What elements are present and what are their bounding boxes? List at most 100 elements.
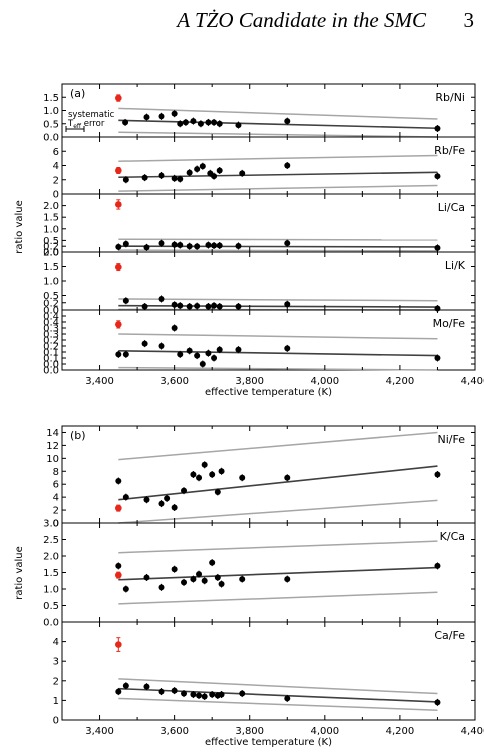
y-tick-label: 0.2: [43, 298, 59, 309]
panel-k-ca: 0.0 0.5 1.0 1.5 2.0 2.5 3.0 K/Ca: [43, 519, 476, 629]
band-upper: [118, 431, 438, 461]
highlight-point: [115, 94, 122, 102]
data-point: [177, 242, 184, 249]
band-lower: [118, 249, 438, 252]
data-point: [434, 355, 441, 361]
data-point: [205, 350, 212, 357]
data-point: [216, 120, 223, 127]
data-point: [434, 125, 441, 132]
y-tick-label: 0.0: [43, 360, 59, 371]
band-upper: [118, 333, 438, 340]
data-point: [199, 361, 206, 367]
y-tick-label: 1.5: [43, 93, 59, 104]
data-point: [143, 574, 150, 581]
y-tick-label: 0.1: [43, 348, 59, 359]
y-tick-label: 4: [53, 493, 59, 504]
data-point: [122, 351, 129, 358]
data-point: [235, 122, 242, 129]
panel-frame: [61, 522, 476, 623]
data-point: [122, 494, 129, 501]
data-point: [209, 691, 216, 698]
data-point: [209, 471, 216, 478]
data-point: [214, 574, 221, 581]
data-point: [141, 174, 148, 181]
panel-ca-fe: 0 1 2 3 4 Ca/Fe: [53, 621, 476, 727]
y-tick-label: 2.0: [43, 201, 59, 212]
highlight-point: [115, 571, 122, 579]
data-point: [216, 303, 223, 310]
data-point: [434, 244, 441, 251]
data-point: [218, 468, 225, 475]
panel-rb-fe: 0 2 4 6 Rb/Fe: [53, 136, 476, 201]
data-point: [158, 688, 165, 695]
y-tick-label: 0.0: [43, 306, 59, 317]
ratio-label: Rb/Fe: [434, 144, 465, 157]
data-point: [122, 297, 129, 304]
panel-frame: [61, 83, 476, 138]
y-tick-label: 10: [46, 454, 59, 465]
ratio-label: Ca/Fe: [434, 629, 465, 642]
data-point: [284, 576, 291, 583]
data-point: [143, 683, 150, 690]
x-tick-label: 3,600: [160, 726, 189, 737]
systematic-label: systematic: [68, 110, 115, 120]
page-header: A TŻO Candidate in the SMC 3: [0, 0, 484, 40]
data-point: [284, 162, 291, 169]
y-tick-label: 0.5: [43, 291, 59, 302]
data-point: [186, 169, 193, 176]
y-tick-label: 8: [53, 467, 59, 478]
x-tick-label: 4,200: [386, 376, 415, 387]
y-tick-label: 0.2: [43, 342, 59, 353]
data-point: [158, 172, 165, 179]
teff-subscript: eff: [73, 123, 82, 130]
y-axis-title-a: ratio value: [14, 200, 25, 254]
x-tick-label: 4,400: [461, 726, 484, 737]
data-point: [171, 504, 178, 511]
data-point: [190, 471, 197, 478]
y-tick-label: 3.0: [43, 519, 59, 530]
y-tick-label: 0.0: [43, 248, 59, 259]
band-upper: [118, 154, 438, 162]
data-point: [186, 347, 193, 354]
data-point: [158, 295, 165, 302]
ratio-label: K/Ca: [440, 530, 465, 543]
y-tick-label: 4: [53, 161, 59, 172]
data-point: [171, 110, 178, 117]
y-tick-label: 6: [53, 480, 59, 491]
data-point: [201, 461, 208, 468]
y-tick-label: 0.5: [43, 119, 59, 130]
ratio-label: Mo/Fe: [433, 317, 466, 330]
y-tick-label: 0: [53, 190, 59, 201]
data-point: [196, 571, 203, 578]
panel-frame: [61, 309, 476, 371]
data-point: [177, 302, 184, 309]
highlight-point: [115, 263, 122, 271]
band-upper: [118, 540, 438, 554]
x-tick-label: 4,000: [310, 726, 339, 737]
band-upper: [118, 238, 438, 241]
data-point: [186, 243, 193, 250]
ratio-label: Ni/Fe: [438, 433, 466, 446]
data-point: [209, 559, 216, 566]
y-tick-label: 0.0: [43, 618, 59, 629]
panel-frame: [61, 425, 476, 524]
x-tick-label: 3,400: [85, 726, 114, 737]
y-tick-label: 0: [53, 519, 59, 530]
data-point: [196, 474, 203, 481]
y-tick-label: 0.5: [43, 601, 59, 612]
data-point: [194, 352, 201, 359]
highlight-point: [115, 504, 122, 512]
data-point: [164, 495, 171, 502]
band-upper: [118, 298, 438, 302]
data-point: [158, 584, 165, 591]
data-point: [211, 173, 218, 180]
data-point: [239, 576, 246, 583]
data-point: [284, 240, 291, 247]
data-point: [122, 682, 129, 689]
data-point: [201, 577, 208, 584]
ratio-label: Rb/Ni: [435, 91, 465, 104]
data-point: [177, 176, 184, 183]
data-point: [211, 242, 218, 249]
data-point: [211, 302, 218, 309]
y-tick-label: 1.0: [43, 585, 59, 596]
